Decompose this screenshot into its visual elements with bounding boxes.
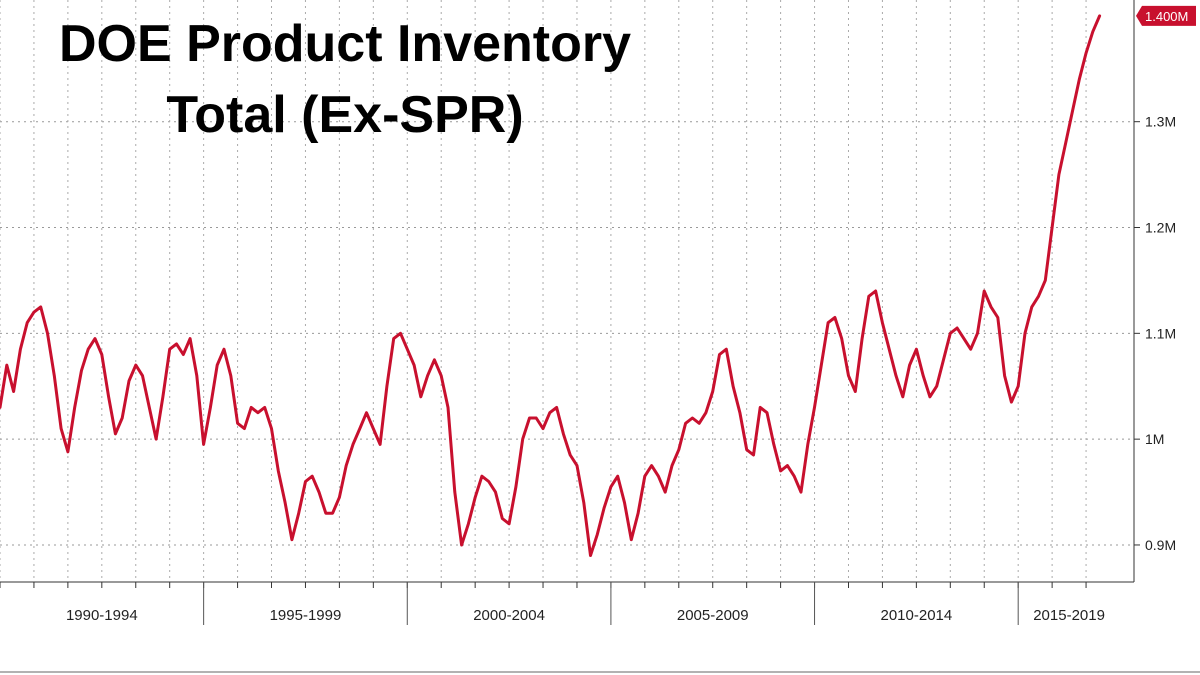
y-tick-label: 1.1M: [1145, 325, 1176, 341]
chart-title-line-2: Total (Ex-SPR): [166, 86, 524, 144]
x-period-label: 2015-2019: [1033, 607, 1105, 624]
y-tick-label: 1M: [1145, 431, 1164, 447]
chart-title-line-1: DOE Product Inventory: [58, 15, 632, 73]
y-tick-label: 1.3M: [1145, 114, 1176, 130]
x-period-label: 1995-1999: [270, 607, 342, 624]
last-value-badge-shape: [1136, 5, 1196, 26]
last-value-label: 1.400M: [1145, 9, 1188, 24]
y-tick-label: 0.9M: [1145, 537, 1176, 553]
x-period-label: 1990-1994: [66, 607, 138, 624]
last-value-badge: 1.400M: [1136, 5, 1196, 26]
x-period-label: 2010-2014: [880, 607, 952, 624]
series-line: [0, 14, 1102, 557]
y-axis-ticks: 0.9M 1M 1.1M 1.2M 1.3M: [1134, 114, 1176, 553]
x-axis-labels: 1990-1994 1995-1999 2000-2004 2005-2009 2010…: [66, 582, 1105, 625]
x-period-label: 2000-2004: [473, 607, 545, 624]
grid-lines: [0, 0, 1134, 588]
y-tick-label: 1.2M: [1145, 220, 1176, 236]
x-period-label: 2005-2009: [677, 607, 749, 624]
